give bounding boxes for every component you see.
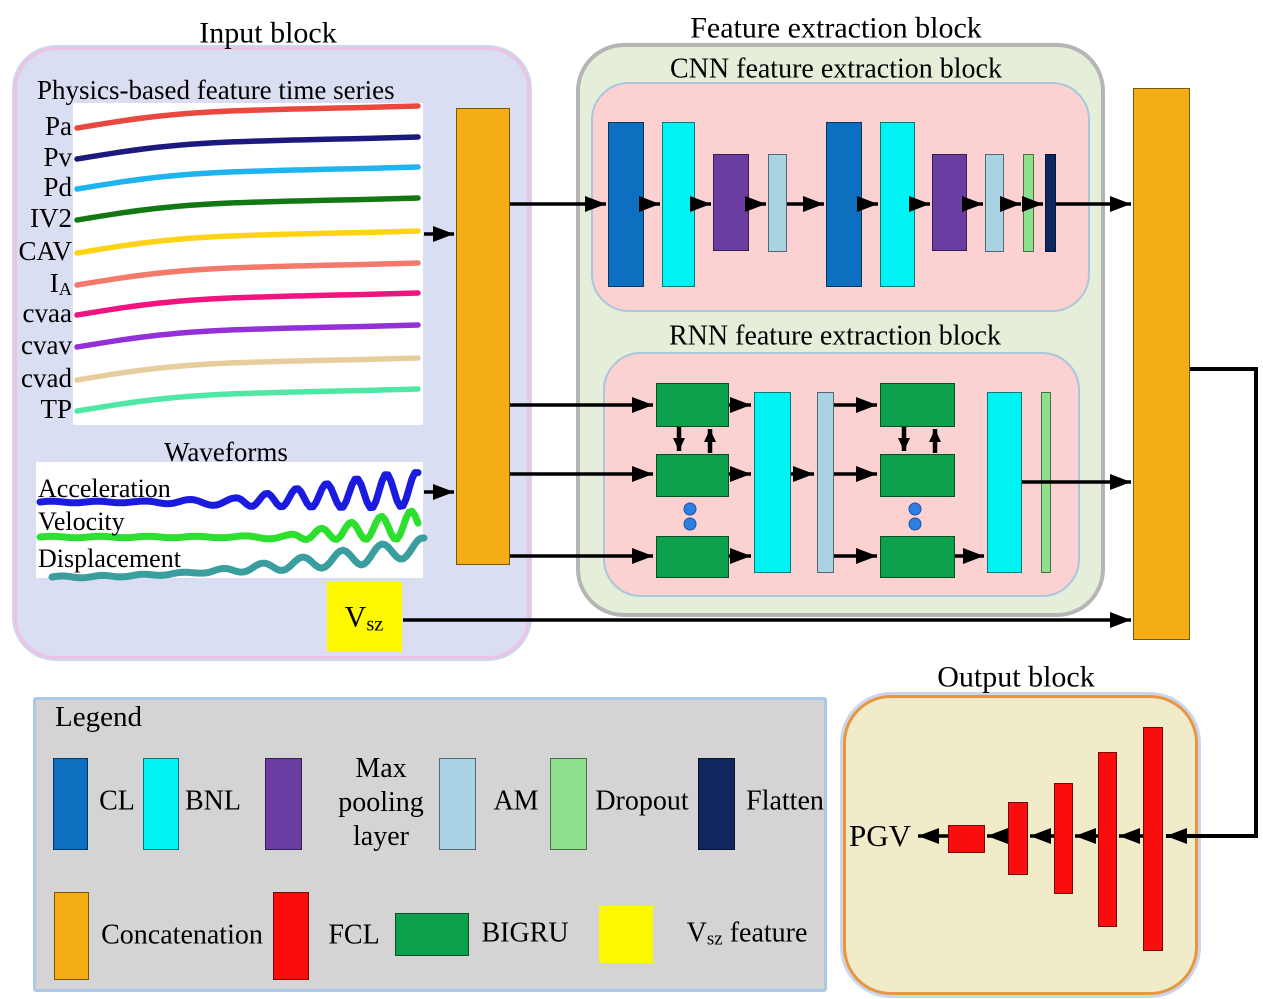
cnn-bnl-2	[880, 122, 915, 287]
legend-swatch-am	[439, 758, 476, 850]
rnn-bigru-2a	[880, 383, 955, 427]
rnn-block-title: RNN feature extraction block	[669, 320, 1001, 352]
legend-label-concatenation: Concatenation	[101, 919, 263, 951]
legend-swatch-flatten	[698, 758, 735, 850]
main-concatenation-bar	[1133, 88, 1190, 640]
waveform-label-displacement: Displacement	[38, 544, 181, 573]
series-label-tp: TP	[40, 394, 72, 424]
output-block-title: Output block	[937, 660, 1095, 694]
rnn-bigru-2c	[880, 536, 955, 578]
series-label-ia: IA	[49, 268, 72, 300]
waveforms-title: Waveforms	[164, 437, 288, 468]
legend-label-am: AM	[493, 785, 539, 817]
legend-label-fcl: FCL	[328, 919, 380, 951]
series-label-pa: Pa	[45, 111, 72, 141]
output-pgv-label: PGV	[848, 817, 912, 853]
rnn-bnl-1	[754, 392, 791, 573]
series-label-cvav: cvav	[21, 330, 72, 360]
rnn-am	[817, 392, 834, 573]
legend-label-cl: CL	[99, 785, 135, 817]
rnn-bigru-2b	[880, 454, 955, 497]
output-fcl-2	[1098, 752, 1117, 927]
input-concatenation-bar	[456, 108, 510, 565]
rnn-bigru-1a	[656, 383, 729, 427]
series-label-pv: Pv	[43, 142, 72, 172]
legend-label-flatten: Flatten	[746, 785, 824, 817]
cnn-conv-layer-1	[608, 122, 644, 287]
rnn-bigru-1b	[656, 454, 729, 497]
rnn-dropout	[1041, 392, 1051, 573]
timeseries-panel	[73, 103, 423, 425]
output-fcl-1	[1143, 727, 1163, 951]
legend-title: Legend	[55, 701, 142, 733]
cnn-maxpool-2	[932, 154, 967, 251]
cnn-flatten	[1045, 154, 1056, 252]
output-fcl-3	[1054, 783, 1073, 894]
timeseries-title: Physics-based feature time series	[37, 75, 395, 105]
vsz-box-label: Vsz	[344, 600, 384, 636]
series-label-iv2: IV2	[30, 203, 72, 233]
cnn-bnl-1	[662, 122, 695, 287]
legend-label-bnl: BNL	[185, 785, 241, 817]
legend-swatch-cl	[53, 758, 88, 850]
cnn-am-2	[985, 154, 1004, 252]
series-label-pd: Pd	[43, 172, 72, 202]
output-fcl-4	[1008, 802, 1028, 875]
legend-swatch-concat	[54, 892, 89, 980]
cnn-am-1	[768, 154, 787, 252]
legend-swatch-maxpool	[265, 758, 302, 850]
cnn-dropout	[1023, 154, 1034, 252]
legend-swatch-bnl	[143, 758, 179, 850]
series-label-cvad: cvad	[21, 363, 72, 393]
series-label-cvaa: cvaa	[22, 298, 72, 328]
input-block-title: Input block	[199, 16, 337, 50]
legend-swatch-bigru	[395, 913, 469, 956]
cnn-conv-layer-2	[826, 122, 862, 287]
feature-block-title: Feature extraction block	[690, 11, 982, 45]
series-label-cav: CAV	[18, 236, 72, 266]
cnn-block-title: CNN feature extraction block	[670, 53, 1002, 85]
vsz-feature-box	[327, 582, 402, 652]
waveform-label-acceleration: Acceleration	[38, 474, 171, 503]
output-fcl-5	[948, 825, 985, 853]
cnn-maxpool-1	[713, 154, 749, 251]
legend-label-dropout: Dropout	[595, 785, 689, 817]
legend-swatch-fcl	[273, 892, 309, 980]
rnn-bigru-1c	[656, 536, 729, 578]
legend-label-bigru: BIGRU	[481, 917, 569, 949]
legend-label-vsz-feature: Vsz feature	[686, 917, 808, 951]
legend-swatch-dropout	[550, 758, 587, 850]
legend-swatch-vsz	[599, 906, 653, 963]
legend-label-maxpool: Max pooling layer	[338, 753, 424, 852]
waveform-label-velocity: Velocity	[38, 507, 125, 536]
rnn-bnl-2	[987, 392, 1022, 573]
